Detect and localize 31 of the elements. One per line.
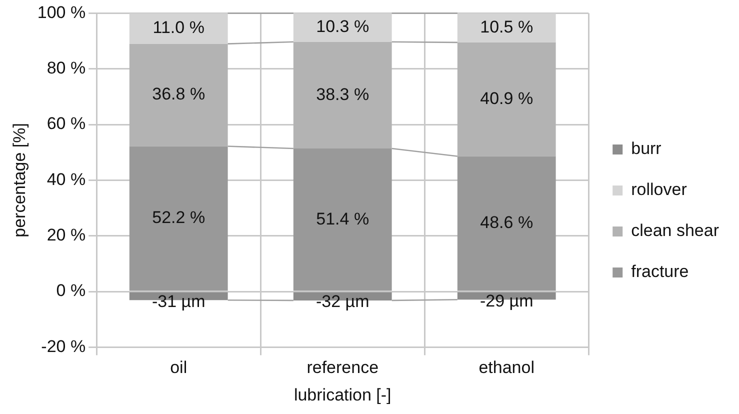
x-tick-label: oil <box>170 358 188 378</box>
data-label: 48.6 % <box>480 213 534 232</box>
annotation: -32 µm <box>316 292 370 312</box>
x-tick-label: ethanol <box>478 358 534 378</box>
y-tick-label: 80 % <box>46 58 86 78</box>
bar <box>129 44 228 146</box>
annotation: -31 µm <box>152 292 206 311</box>
y-tick-label: 0 % <box>56 281 86 300</box>
x-tick-label: reference <box>306 358 379 378</box>
y-axis-title: percentage [%] <box>10 123 29 238</box>
y-tick-label: 40 % <box>46 170 86 189</box>
legend-label: clean shear <box>631 221 720 240</box>
data-label: 40.9 % <box>480 89 534 108</box>
annotation: -29 µm <box>480 291 534 310</box>
legend-label: burr <box>631 139 662 158</box>
bar <box>293 42 392 148</box>
y-tick-label: 60 % <box>46 114 86 134</box>
y-tick-label: -20 % <box>41 336 86 356</box>
data-label: 36.8 % <box>152 84 206 104</box>
data-label: 10.5 % <box>480 18 534 36</box>
legend-label: rollover <box>631 180 688 200</box>
y-tick-label: 100 % <box>37 2 86 22</box>
x-axis-title: lubrication [-] <box>294 385 392 404</box>
data-label: 51.4 % <box>316 209 370 228</box>
legend-label: fracture <box>631 262 689 282</box>
data-label: 52.2 % <box>152 208 206 228</box>
data-label: 11.0 % <box>152 18 204 38</box>
bar <box>457 42 556 156</box>
data-label: 10.3 % <box>316 17 370 36</box>
y-tick-label: 20 % <box>46 226 86 245</box>
data-label: 38.3 % <box>316 84 370 104</box>
